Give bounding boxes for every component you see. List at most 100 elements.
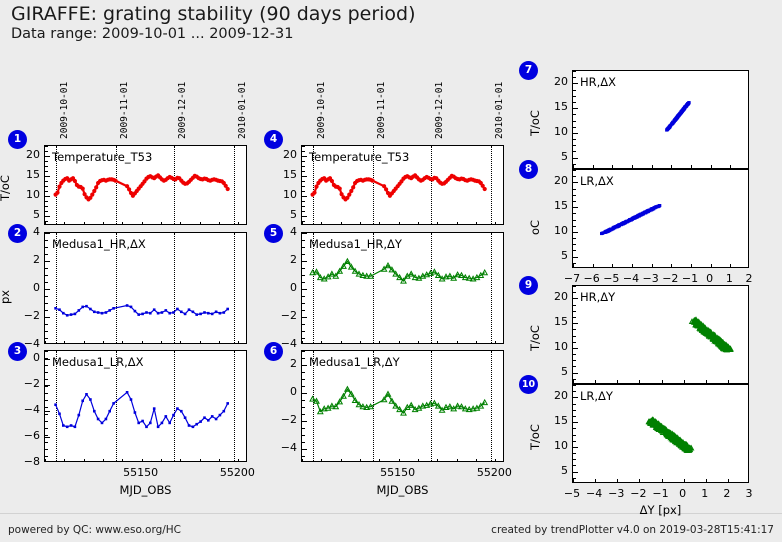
x-tick-mark xyxy=(617,380,619,383)
y-minor-tick xyxy=(573,225,576,227)
y-tick-label: 5 xyxy=(561,364,568,378)
y-tick-label: 10 xyxy=(554,339,568,353)
x-tick-mark xyxy=(141,459,143,461)
x-tick-mark xyxy=(730,165,732,168)
y-tick-label: 2 xyxy=(33,253,40,266)
x-tick-mark xyxy=(710,264,712,267)
panel-10-title: LR,ΔY xyxy=(580,389,613,403)
y-minor-tick xyxy=(45,247,48,248)
y-minor-tick xyxy=(45,221,48,222)
x-tick-label: 2 xyxy=(745,272,753,285)
y-minor-tick xyxy=(573,415,576,417)
x-tick-mark xyxy=(64,459,66,461)
y-minor-tick xyxy=(573,170,576,171)
y-minor-tick xyxy=(302,303,305,304)
header: GIRAFFE: grating stability (90 days peri… xyxy=(0,0,782,46)
x-tick-mark xyxy=(705,380,707,383)
y-minor-tick xyxy=(573,219,576,221)
y-minor-tick xyxy=(45,400,48,401)
footer-divider xyxy=(0,513,782,514)
month-gridline xyxy=(173,351,175,461)
panel-badge-2: 2 xyxy=(8,224,27,243)
y-tick-label: 15 xyxy=(26,168,40,181)
date-tick-label: 2009-10-01 xyxy=(58,81,70,139)
y-minor-tick xyxy=(573,231,576,233)
y-minor-tick xyxy=(45,372,48,373)
x-tick-mark xyxy=(199,459,201,461)
y-tick-label: 20 xyxy=(554,290,568,304)
y-minor-tick xyxy=(573,114,576,116)
x-tick-mark xyxy=(476,341,477,343)
x-tick-mark xyxy=(661,380,663,383)
y-minor-tick xyxy=(302,296,305,297)
x-tick-mark xyxy=(456,341,458,343)
panel-2-title: Medusa1_HR,ΔX xyxy=(52,237,146,251)
y-minor-tick xyxy=(45,275,48,276)
month-gridline xyxy=(312,351,314,461)
y-minor-tick xyxy=(302,216,305,217)
month-gridline xyxy=(233,146,235,224)
panel-badge-6: 6 xyxy=(264,342,283,361)
y-tick-label: 20 xyxy=(283,148,297,161)
month-gridline xyxy=(233,233,235,343)
x-tick-mark xyxy=(360,222,361,224)
y-minor-tick xyxy=(573,397,576,399)
x-tick-mark xyxy=(199,341,201,343)
x-tick-mark xyxy=(456,222,458,224)
y-minor-tick xyxy=(573,77,576,79)
y-minor-tick xyxy=(573,471,576,473)
month-gridline xyxy=(372,233,374,343)
y-minor-tick xyxy=(302,407,305,408)
y-tick-mark xyxy=(45,358,50,360)
x-tick-mark xyxy=(595,380,597,383)
y-minor-tick xyxy=(573,213,576,215)
y-tick-label: 4 xyxy=(290,225,297,238)
month-gridline xyxy=(55,233,57,343)
panel-1-title: Temperature_T53 xyxy=(52,150,153,164)
panel-6-data xyxy=(309,385,489,416)
panel-5: Medusa1_HR,ΔY xyxy=(301,232,504,344)
y-minor-tick xyxy=(573,310,576,312)
x-tick-mark xyxy=(340,341,342,343)
date-tick-label: 2009-11-01 xyxy=(118,81,130,139)
panel-badge-9: 9 xyxy=(519,276,538,295)
y-minor-tick xyxy=(45,324,48,325)
y-minor-tick xyxy=(302,176,305,177)
x-tick-label: −3 xyxy=(608,487,625,500)
y-minor-tick xyxy=(45,303,48,304)
x-tick-mark xyxy=(418,459,419,461)
y-minor-tick xyxy=(302,331,305,332)
date-tick-label: 2010-01-01 xyxy=(493,81,505,139)
y-minor-tick xyxy=(45,414,48,415)
y-minor-tick xyxy=(573,207,576,209)
y-minor-tick xyxy=(302,456,305,457)
y-minor-tick xyxy=(45,351,48,352)
y-minor-tick xyxy=(302,181,305,182)
month-gridline xyxy=(233,351,235,461)
x-tick-mark xyxy=(103,341,104,343)
y-tick-label: −4 xyxy=(23,402,40,416)
y-minor-tick xyxy=(302,221,305,222)
x-tick-mark xyxy=(437,222,439,224)
panel-badge-5: 5 xyxy=(264,224,283,243)
x-tick-mark xyxy=(161,341,162,343)
x-tick-label: 3 xyxy=(745,487,753,500)
x-tick-mark xyxy=(683,479,685,482)
x-tick-label: 2 xyxy=(723,487,731,500)
x-tick-mark xyxy=(632,264,633,267)
y-minor-tick xyxy=(302,310,305,311)
month-gridline xyxy=(115,351,117,461)
panel-4-title: Temperature_T53 xyxy=(309,150,410,164)
x-tick-mark xyxy=(321,341,323,343)
y-minor-tick xyxy=(45,156,48,157)
y-minor-tick xyxy=(573,71,576,72)
x-tick-mark xyxy=(302,341,303,343)
panel-badge-10: 10 xyxy=(519,375,538,394)
y-minor-tick xyxy=(573,335,576,337)
x-tick-mark xyxy=(418,341,419,343)
x-tick-mark xyxy=(573,264,574,267)
x-tick-label: −5 xyxy=(563,487,581,500)
x-tick-mark xyxy=(398,459,400,461)
x-tick-label: 55200 xyxy=(219,466,255,479)
y-tick-label: 20 xyxy=(554,389,568,403)
